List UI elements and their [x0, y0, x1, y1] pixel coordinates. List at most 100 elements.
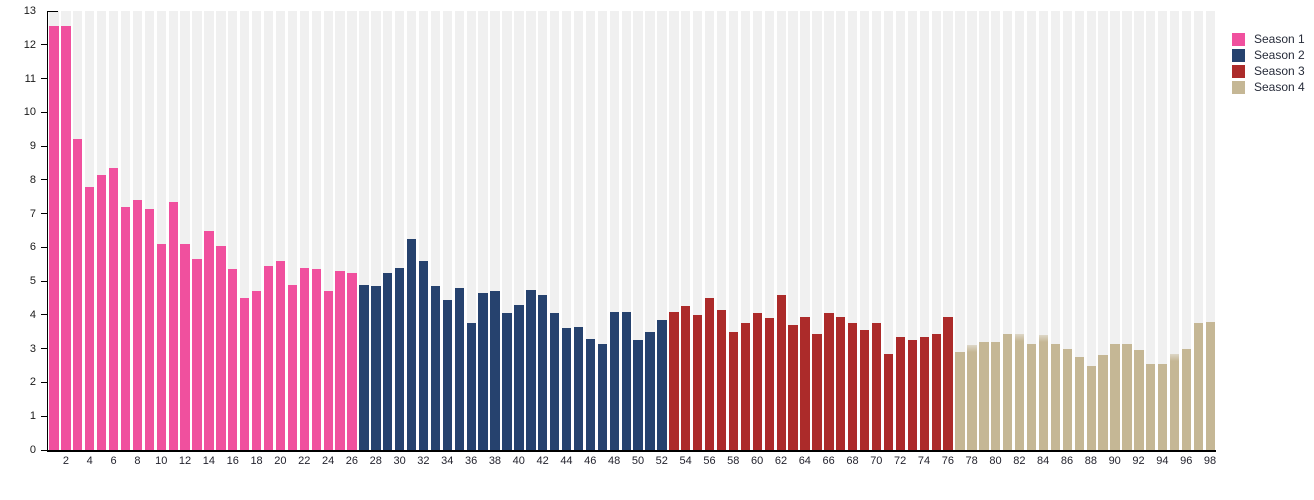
column-background-stripe: [335, 11, 345, 450]
x-tick-label: 44: [560, 455, 573, 467]
x-tick-label: 72: [894, 455, 907, 467]
y-tick-label: 3: [29, 342, 36, 355]
bar-season2-ep39: [502, 313, 512, 450]
column-background-stripe: [979, 11, 989, 450]
column-background-stripe: [967, 11, 977, 450]
bar-season4-ep82: [1014, 333, 1025, 450]
legend-swatch-icon: [1232, 32, 1245, 46]
bar-season1-ep5: [96, 174, 107, 450]
column-background-stripe: [919, 11, 929, 450]
x-tick-label: 8: [134, 455, 141, 467]
bar-column: [918, 11, 930, 450]
bar-column: [739, 11, 751, 450]
column-background-stripe: [728, 11, 739, 450]
y-tick-label: 6: [29, 241, 36, 254]
legend-item-season-4: Season 4: [1232, 79, 1305, 95]
bar-column: [48, 11, 60, 450]
bar-season2-ep50: [633, 340, 643, 450]
bar-season4-ep94: [1158, 363, 1168, 450]
bar-season3-ep74: [919, 336, 929, 450]
legend-label: Season 1: [1254, 32, 1305, 46]
column-background-stripe: [669, 11, 679, 450]
bar-column: [811, 11, 823, 450]
bar-column: [251, 11, 263, 450]
x-tick-label: 12: [178, 455, 192, 467]
x-tick-label: 92: [1132, 455, 1145, 467]
column-background-stripe: [383, 11, 393, 450]
bar-season3-ep59: [740, 323, 751, 450]
column-background-stripe: [705, 11, 715, 450]
y-tick-mark: [41, 145, 47, 147]
column-background-stripe: [311, 11, 321, 450]
x-tick-label: 90: [1108, 455, 1121, 467]
bar-season1-ep24: [323, 291, 333, 450]
bar-season3-ep76: [943, 316, 953, 450]
column-background-stripe: [1003, 11, 1013, 450]
bar-season3-ep65: [812, 333, 822, 450]
bar-column: [1061, 11, 1073, 450]
x-tick-label: 64: [798, 455, 811, 467]
bar-column: [787, 11, 799, 450]
x-tick-label: 86: [1060, 455, 1074, 467]
bar-column: [72, 11, 84, 450]
bar-column: [1049, 11, 1061, 450]
bars-container: [48, 11, 1216, 450]
bar-column: [1181, 11, 1193, 450]
legend-label: Season 3: [1254, 64, 1305, 78]
x-tick-label: 18: [250, 455, 263, 467]
column-background-stripe: [490, 11, 500, 450]
bar-season2-ep48: [609, 311, 619, 450]
bar-season2-ep52: [657, 320, 667, 450]
bar-column: [1169, 11, 1181, 450]
x-tick-label: 52: [655, 455, 668, 467]
bar-season1-ep19: [263, 265, 274, 450]
x-tick-label: 66: [822, 455, 835, 467]
x-tick-label: 58: [727, 455, 740, 467]
bar-column: [191, 11, 203, 450]
column-background-stripe: [788, 11, 798, 450]
column-background-stripe: [1158, 11, 1168, 450]
bar-season4-ep93: [1146, 363, 1156, 450]
column-background-stripe: [883, 11, 894, 450]
x-tick-label: 60: [751, 455, 764, 467]
bar-column: [84, 11, 96, 450]
bar-season3-ep61: [764, 318, 774, 450]
bar-column: [155, 11, 167, 450]
bar-season2-ep34: [442, 299, 453, 450]
y-tick-mark: [41, 179, 47, 181]
bar-season1-ep15: [216, 245, 226, 450]
y-tick-mark: [41, 78, 47, 80]
column-background-stripe: [693, 11, 703, 450]
column-background-stripe: [585, 11, 596, 450]
x-tick-label: 36: [464, 455, 478, 467]
bar-season1-ep23: [311, 269, 321, 450]
x-tick-label: 14: [202, 455, 216, 467]
bar-season3-ep62: [776, 294, 786, 450]
bar-column: [525, 11, 537, 450]
bar-season1-ep8: [132, 200, 143, 450]
column-background-stripe: [943, 11, 953, 450]
bar-column: [1026, 11, 1038, 450]
bar-season3-ep75: [931, 333, 941, 450]
bar-column: [1145, 11, 1157, 450]
bar-season4-ep85: [1050, 343, 1061, 450]
bar-season1-ep6: [108, 168, 119, 450]
bar-column: [596, 11, 608, 450]
column-background-stripe: [1134, 11, 1144, 450]
bar-column: [1193, 11, 1205, 450]
bar-season2-ep41: [526, 289, 536, 450]
y-tick-label: 8: [29, 173, 36, 186]
column-background-stripe: [895, 11, 906, 450]
bar-column: [1038, 11, 1050, 450]
bar-column: [1085, 11, 1097, 450]
x-tick-label: 2: [62, 455, 69, 467]
column-background-stripe: [442, 11, 453, 450]
bar-column: [108, 11, 120, 450]
bar-season3-ep69: [859, 330, 870, 450]
column-background-stripe: [287, 11, 298, 450]
column-background-stripe: [323, 11, 333, 450]
column-background-stripe: [1038, 11, 1049, 450]
bar-column: [1002, 11, 1014, 450]
bar-season2-ep28: [371, 286, 381, 450]
